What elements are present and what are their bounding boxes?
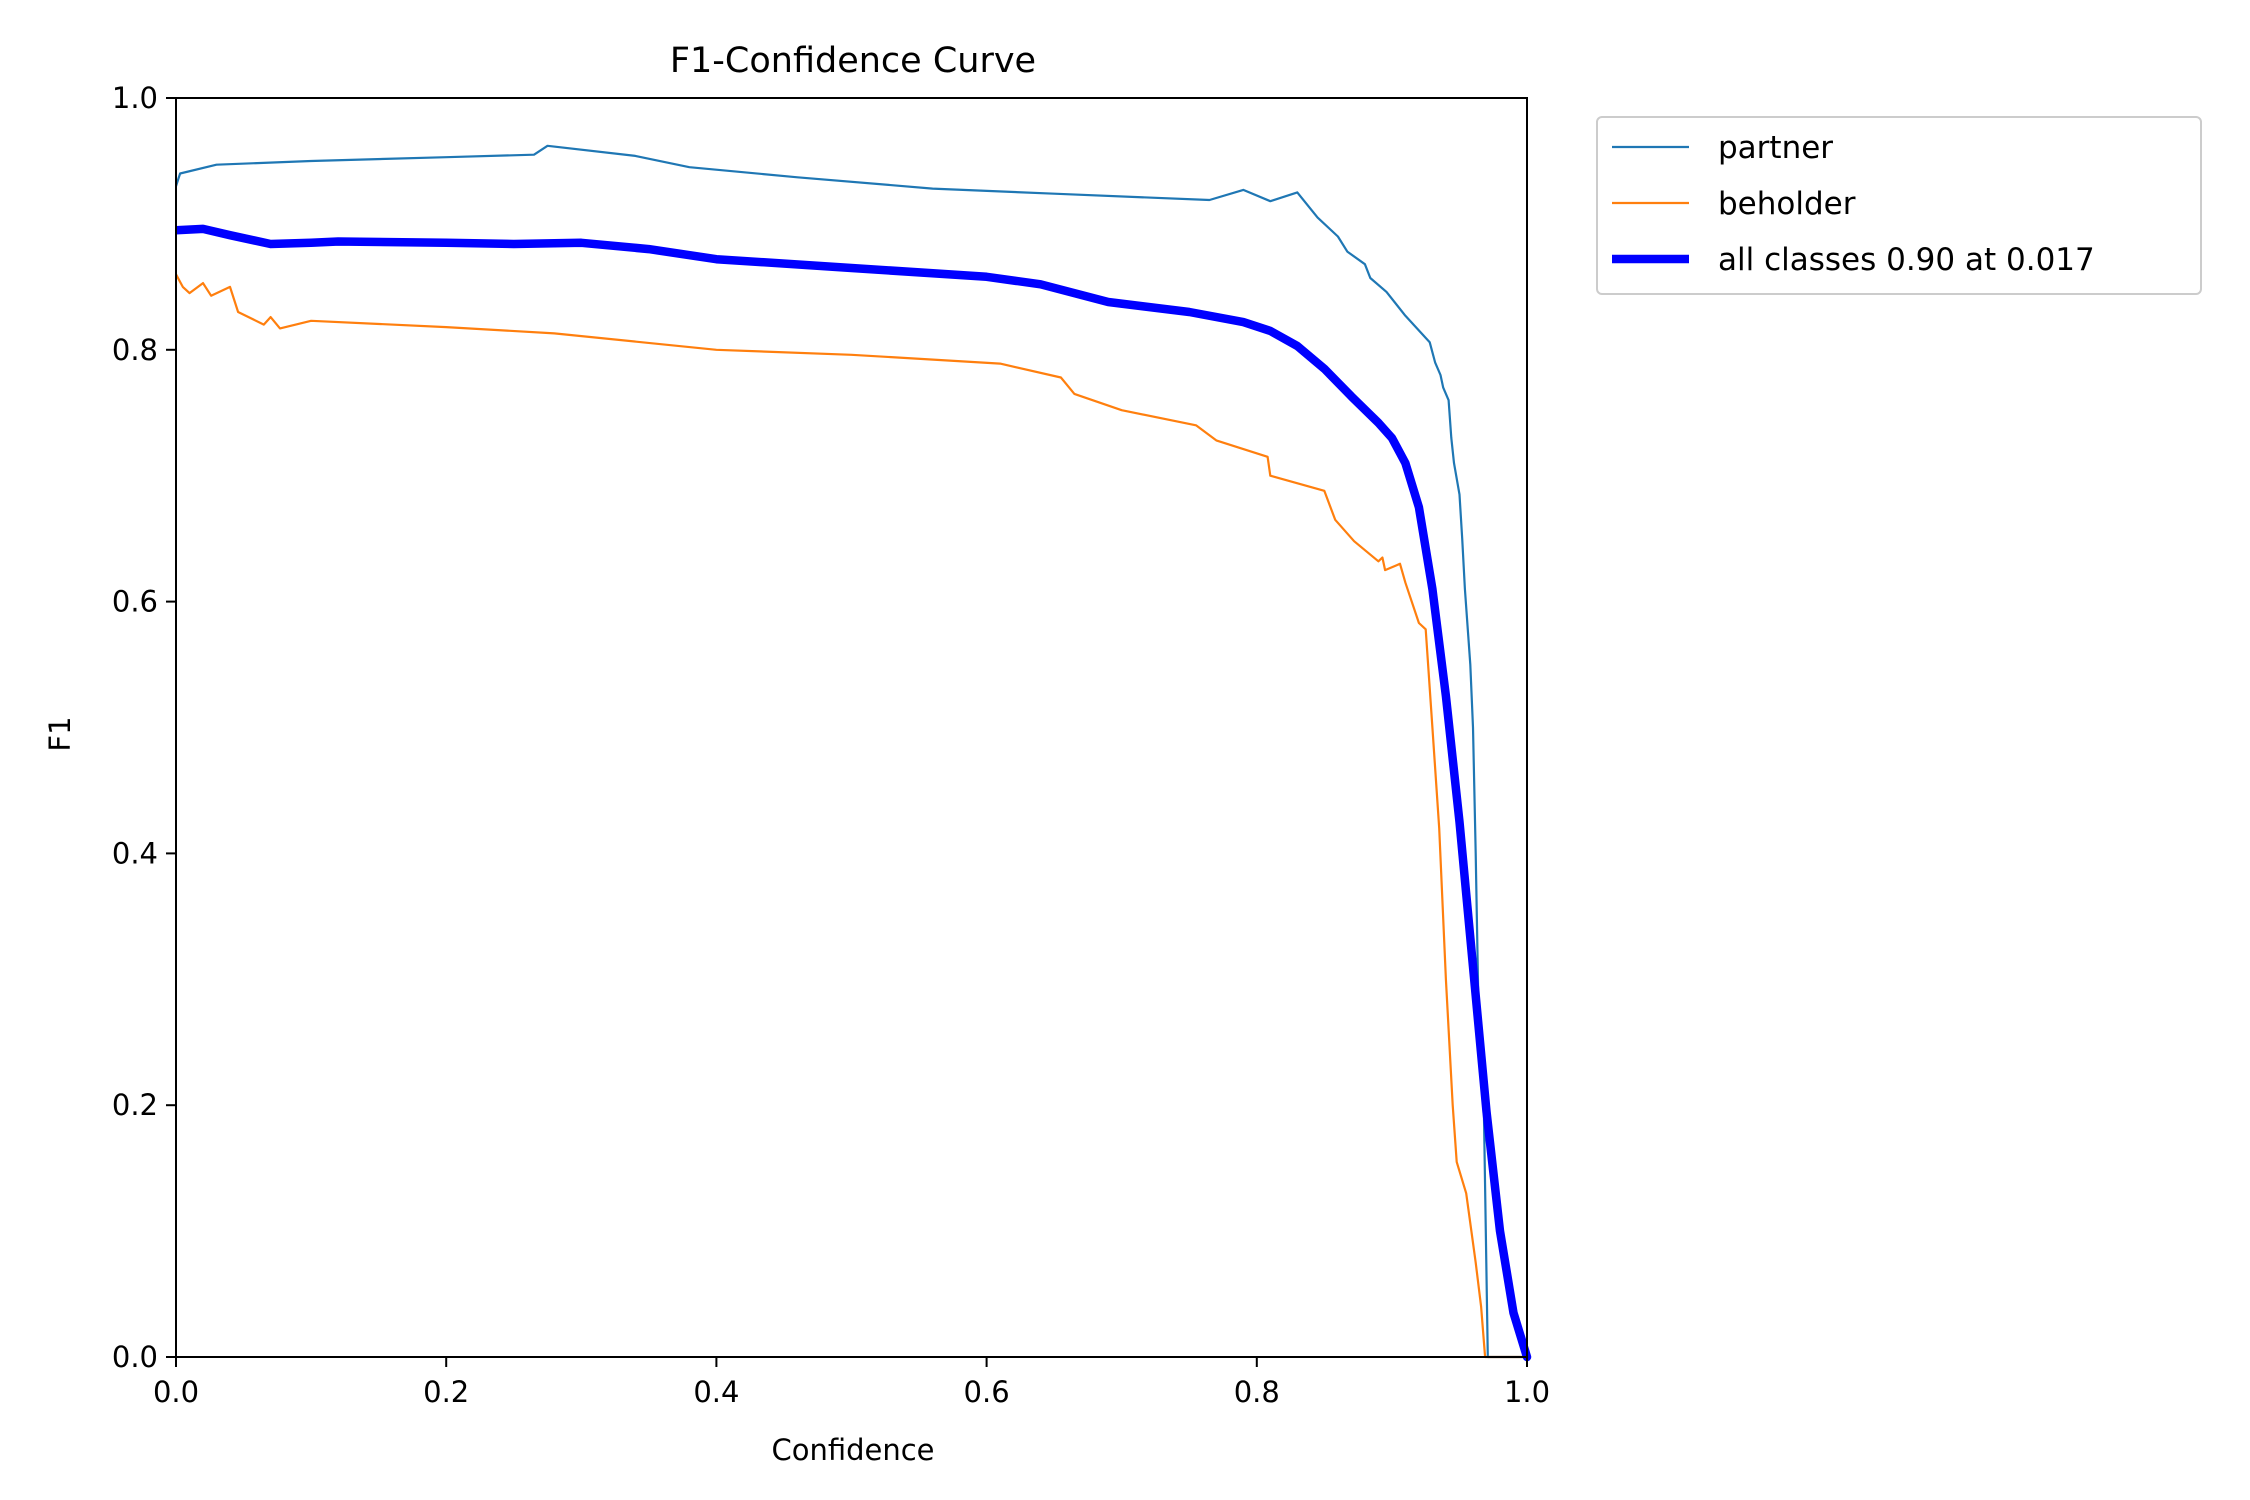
y-axis: 0.0 0.2 0.4 0.6 0.8 1.0 [112, 81, 176, 1374]
legend: partner beholder all classes 0.90 at 0.017 [1596, 116, 2202, 295]
series-line-partner [176, 144, 1529, 1359]
series-line-all [176, 224, 1532, 1362]
x-axis: 0.0 0.2 0.4 0.6 0.8 1.0 [153, 1357, 1550, 1409]
y-tick-label: 0.2 [112, 1088, 158, 1122]
chart-title: F1-Confidence Curve [670, 41, 1036, 81]
y-tick-label: 0.4 [112, 836, 158, 870]
y-tick-label: 0.6 [112, 585, 158, 619]
plot-frame [175, 97, 1528, 1358]
y-axis-label: F1 [43, 716, 77, 751]
x-tick-label: 0.6 [964, 1375, 1010, 1409]
legend-label: beholder [1718, 186, 1856, 222]
y-tick-label: 0.8 [112, 333, 158, 367]
y-tick-label: 1.0 [112, 81, 158, 115]
x-axis-label: Confidence [771, 1433, 934, 1467]
y-tick-label: 0.0 [112, 1340, 158, 1374]
x-tick-label: 0.2 [423, 1375, 469, 1409]
x-tick-label: 1.0 [1504, 1375, 1550, 1409]
x-tick-label: 0.0 [153, 1375, 199, 1409]
legend-box [1596, 116, 2202, 295]
x-tick-label: 0.4 [693, 1375, 739, 1409]
legend-label: partner [1718, 130, 1833, 166]
legend-label: all classes 0.90 at 0.017 [1718, 242, 2095, 278]
plot-area [175, 97, 1532, 1362]
x-tick-label: 0.8 [1234, 1375, 1280, 1409]
series-line-beholder [176, 273, 1529, 1359]
